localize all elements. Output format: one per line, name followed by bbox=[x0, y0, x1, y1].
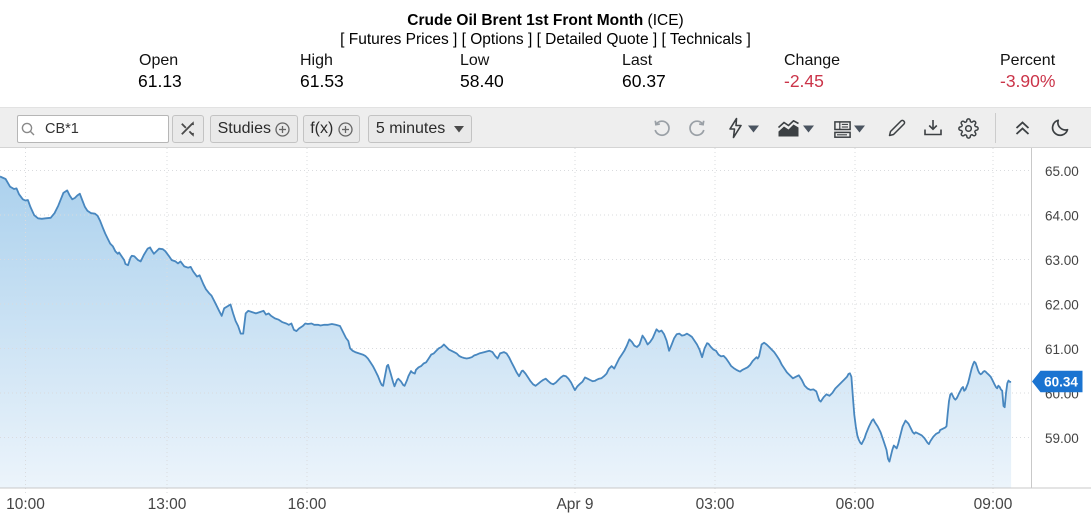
svg-text:62.00: 62.00 bbox=[1045, 298, 1079, 313]
svg-text:13:00: 13:00 bbox=[148, 496, 187, 513]
svg-text:61.00: 61.00 bbox=[1045, 342, 1079, 357]
svg-text:09:00: 09:00 bbox=[974, 496, 1013, 513]
svg-text:06:00: 06:00 bbox=[836, 496, 875, 513]
svg-text:60.34: 60.34 bbox=[1044, 375, 1078, 390]
svg-text:63.00: 63.00 bbox=[1045, 253, 1079, 268]
svg-text:65.00: 65.00 bbox=[1045, 164, 1079, 179]
svg-text:59.00: 59.00 bbox=[1045, 431, 1079, 446]
svg-text:Apr 9: Apr 9 bbox=[556, 496, 593, 513]
svg-text:16:00: 16:00 bbox=[288, 496, 327, 513]
svg-text:64.00: 64.00 bbox=[1045, 209, 1079, 224]
svg-text:03:00: 03:00 bbox=[696, 496, 735, 513]
svg-text:10:00: 10:00 bbox=[6, 496, 45, 513]
